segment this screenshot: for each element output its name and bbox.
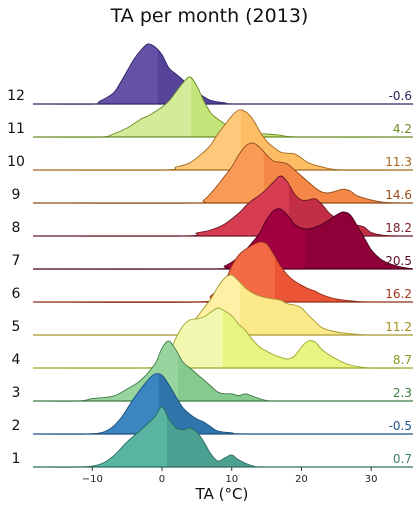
x-axis: −10 0 10 20 30 <box>82 467 378 485</box>
ridge-outline-7 <box>36 208 414 270</box>
month-label-3: 3 <box>12 385 21 401</box>
ridge-outline-12 <box>36 43 414 105</box>
ridge-area-5 <box>33 274 413 336</box>
month-label-7: 7 <box>12 253 21 269</box>
mean-label-5: 11.2 <box>385 320 412 334</box>
mean-label-2: -0.5 <box>389 419 412 433</box>
month-label-12: 12 <box>7 88 25 104</box>
ridge-outline-2 <box>36 373 414 435</box>
ridge-outline-5 <box>36 274 414 336</box>
ridge-area-2 <box>33 373 413 435</box>
ridges: 12 -0.611 4.210 11.39 14.68 18.27 20.56 16.25 11… <box>7 43 414 468</box>
mean-label-9: 14.6 <box>385 188 412 202</box>
month-label-2: 2 <box>12 418 21 434</box>
month-label-4: 4 <box>12 352 21 368</box>
x-axis-label: TA (°C) <box>195 485 249 503</box>
month-label-8: 8 <box>12 220 21 236</box>
ridge-outline-1 <box>36 406 414 468</box>
ridge-area-12 <box>33 43 413 105</box>
ridge-area-10 <box>33 109 413 171</box>
month-label-5: 5 <box>12 319 21 335</box>
ridge-outline-9 <box>36 142 414 204</box>
mean-label-12: -0.6 <box>389 89 412 103</box>
mean-label-8: 18.2 <box>385 221 412 235</box>
x-tick-label-30: 30 <box>365 474 378 485</box>
mean-label-1: 0.7 <box>393 452 412 466</box>
month-label-11: 11 <box>7 121 25 137</box>
month-label-10: 10 <box>7 154 25 170</box>
month-label-6: 6 <box>12 286 21 302</box>
x-tick-label-20: 20 <box>295 474 308 485</box>
mean-label-4: 8.7 <box>393 353 412 367</box>
x-tick-label-10: 10 <box>225 474 238 485</box>
x-tick-label--10: −10 <box>82 474 103 485</box>
ridge-outline-10 <box>36 109 414 171</box>
ridge-outline-3 <box>36 340 414 402</box>
mean-label-6: 16.2 <box>385 287 412 301</box>
x-tick-label-0: 0 <box>159 474 165 485</box>
month-label-9: 9 <box>12 187 21 203</box>
ridge-month-12: 12 -0.6 <box>7 43 414 105</box>
mean-label-3: 2.3 <box>393 386 412 400</box>
chart-title: TA per month (2013) <box>110 5 309 27</box>
mean-label-10: 11.3 <box>385 155 412 169</box>
mean-label-7: 20.5 <box>385 254 412 268</box>
mean-label-11: 4.2 <box>393 122 412 136</box>
month-label-1: 1 <box>12 451 21 467</box>
ridge-outline-4 <box>36 307 414 369</box>
ridge-area-9 <box>33 142 413 204</box>
ridge-area-1 <box>33 406 413 468</box>
